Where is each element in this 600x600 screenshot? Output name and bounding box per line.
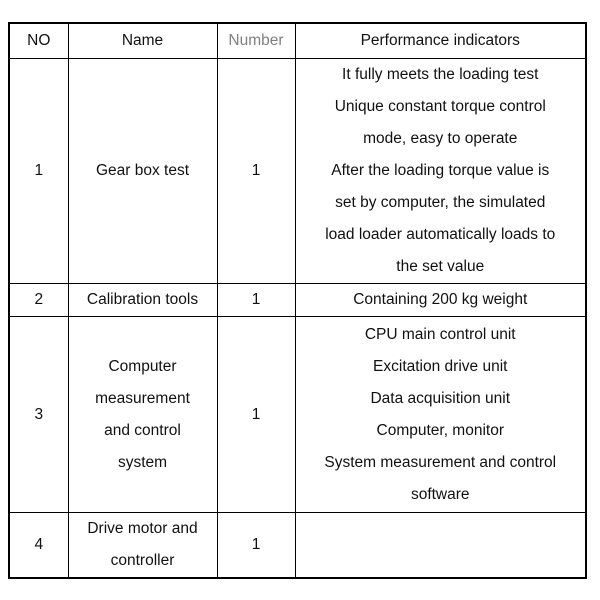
header-performance-indicators: Performance indicators bbox=[294, 22, 587, 59]
header-number: Number bbox=[216, 22, 296, 59]
cell-number: 1 bbox=[216, 58, 296, 284]
equipment-spec-table: NO Name Number Performance indicators 1 … bbox=[8, 22, 587, 579]
cell-performance: CPU main control unit Excitation drive u… bbox=[294, 316, 587, 513]
cell-number: 1 bbox=[216, 512, 296, 579]
cell-performance: Containing 200 kg weight bbox=[294, 283, 587, 317]
cell-no: 4 bbox=[8, 512, 69, 579]
cell-name: Calibration tools bbox=[67, 283, 218, 317]
table-row: 1 Gear box test 1 It fully meets the loa… bbox=[8, 58, 587, 284]
cell-name: Drive motor and controller bbox=[67, 512, 218, 579]
table-row: 4 Drive motor and controller 1 bbox=[8, 512, 587, 579]
cell-no: 1 bbox=[8, 58, 69, 284]
header-no: NO bbox=[8, 22, 69, 59]
cell-name: Computer measurement and control system bbox=[67, 316, 218, 513]
cell-number: 1 bbox=[216, 316, 296, 513]
cell-no: 3 bbox=[8, 316, 69, 513]
cell-no: 2 bbox=[8, 283, 69, 317]
cell-name: Gear box test bbox=[67, 58, 218, 284]
cell-performance bbox=[294, 512, 587, 579]
cell-performance: It fully meets the loading test Unique c… bbox=[294, 58, 587, 284]
cell-number: 1 bbox=[216, 283, 296, 317]
header-name: Name bbox=[67, 22, 218, 59]
table-row: 3 Computer measurement and control syste… bbox=[8, 316, 587, 513]
table-row: 2 Calibration tools 1 Containing 200 kg … bbox=[8, 283, 587, 317]
table-header-row: NO Name Number Performance indicators bbox=[8, 22, 587, 59]
